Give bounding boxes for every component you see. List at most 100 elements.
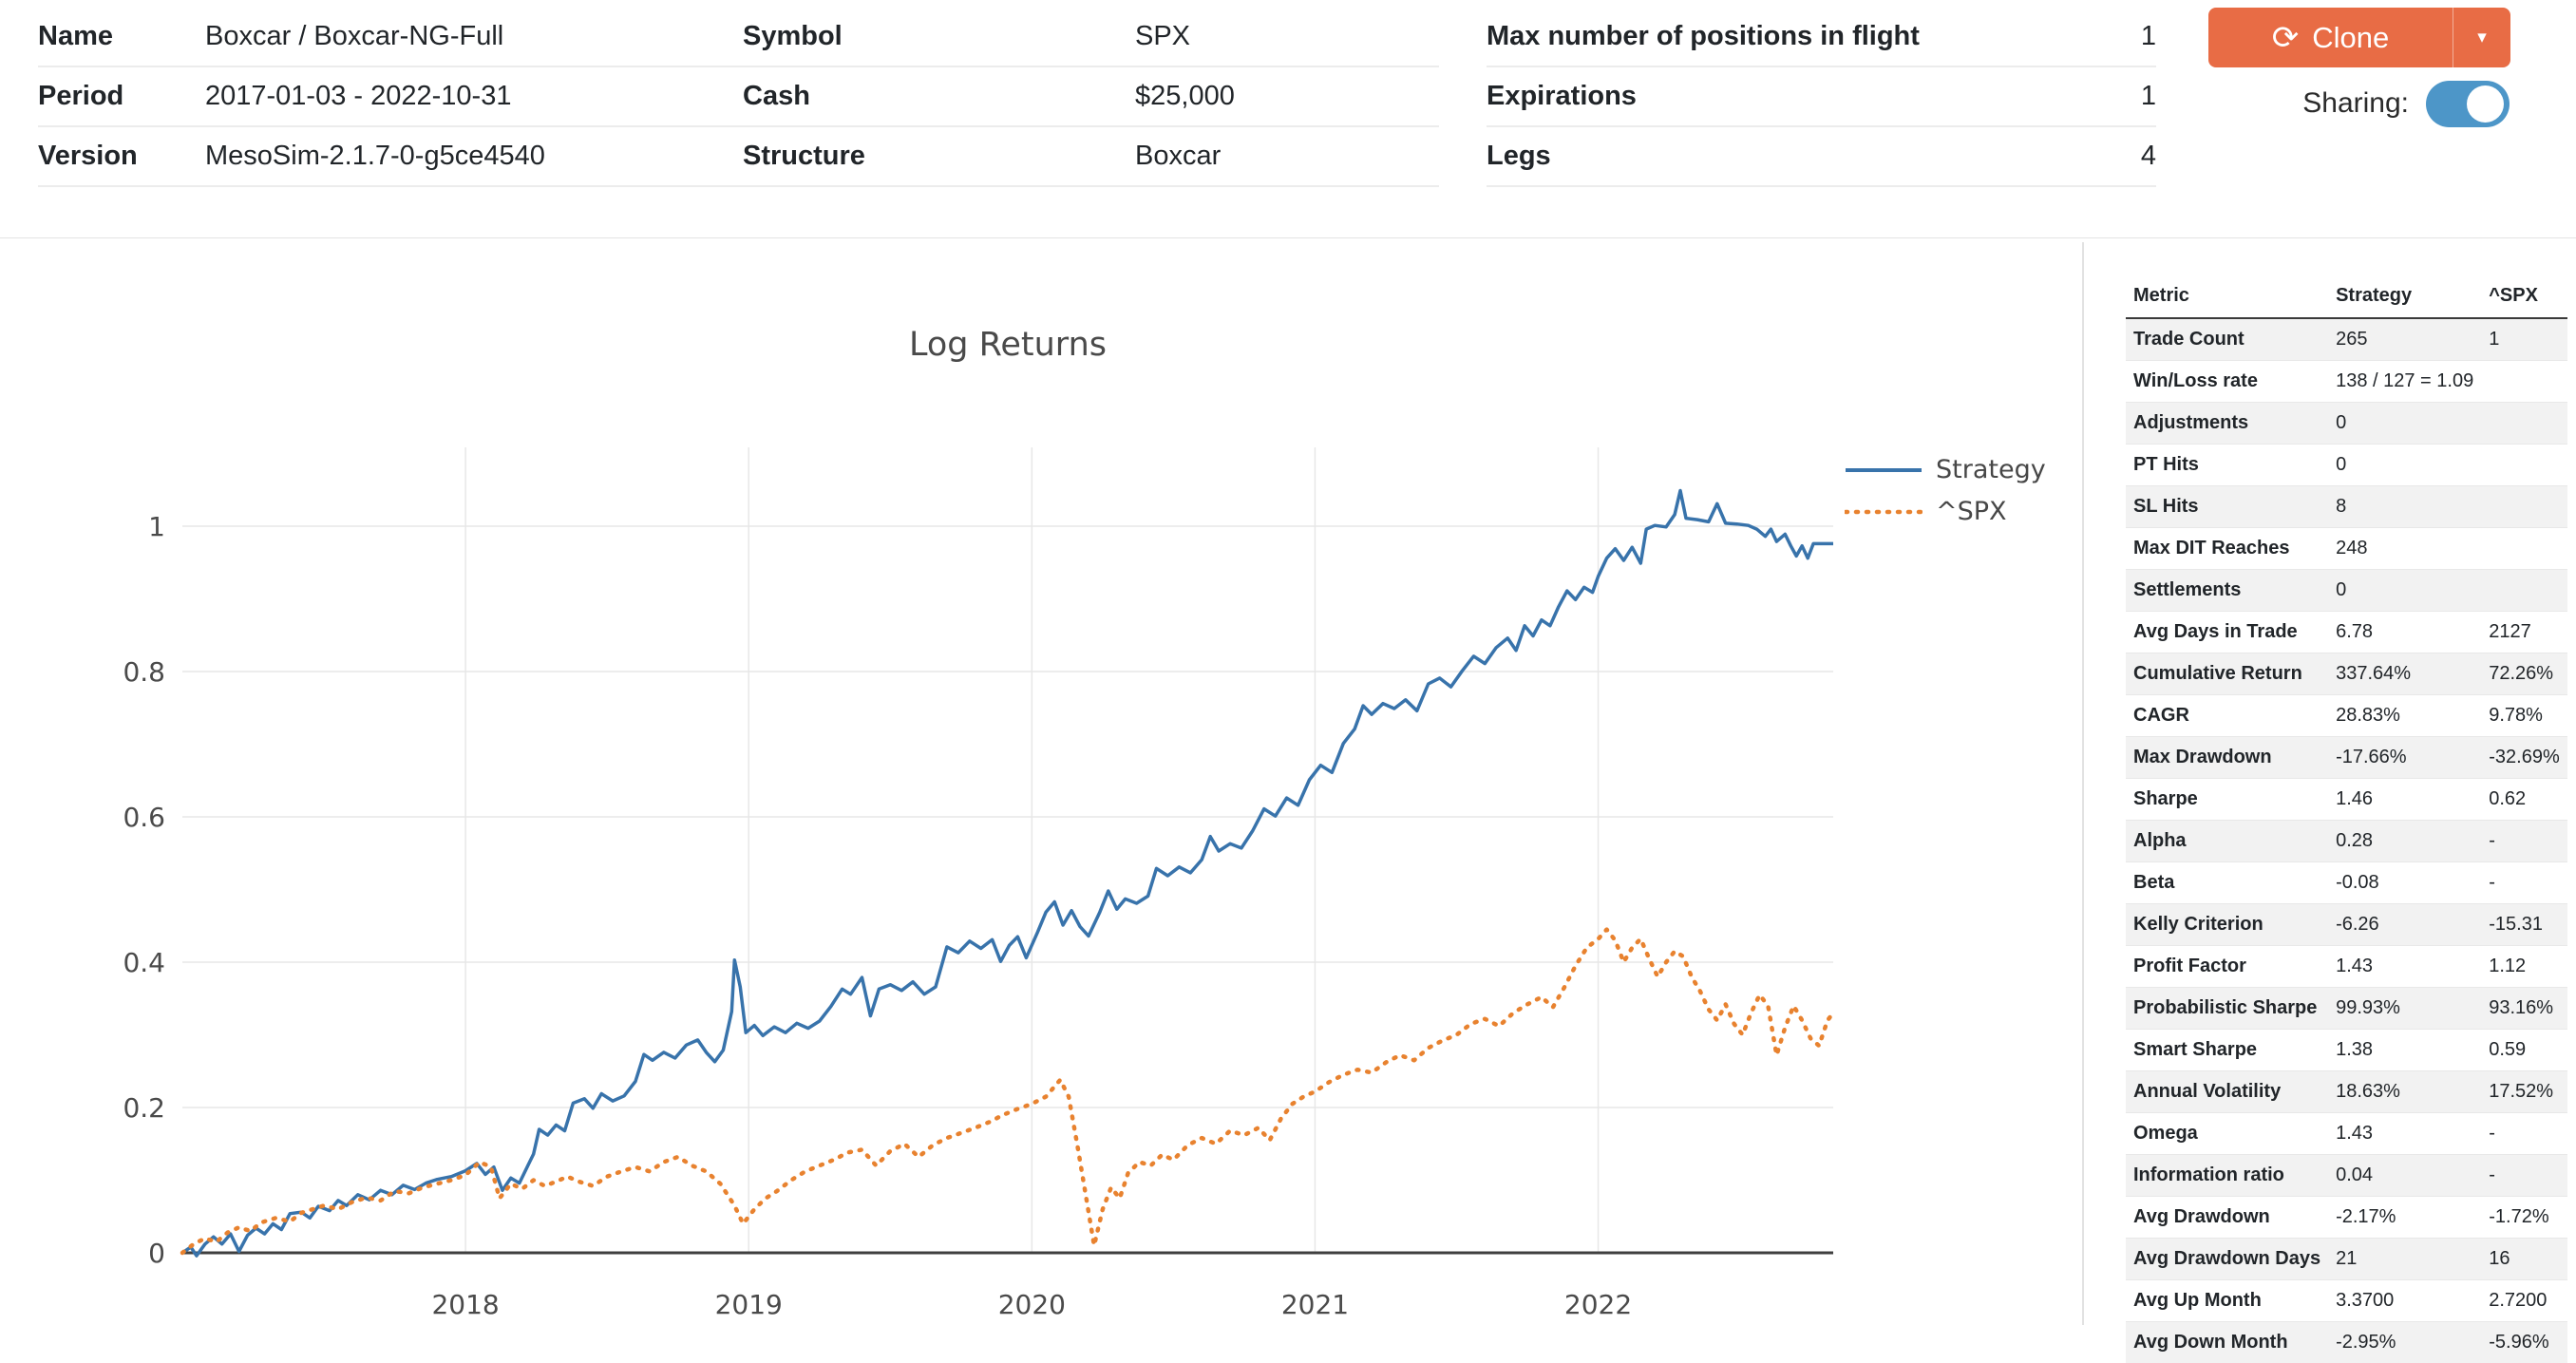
stats-cell: Adjustments xyxy=(2126,403,2328,445)
legend-label-spx: ^SPX xyxy=(1936,497,2007,526)
y-tick-label: 0.8 xyxy=(123,656,165,688)
stats-cell: Cumulative Return xyxy=(2126,653,2328,695)
stats-cell xyxy=(2481,486,2567,528)
y-tick-label: 0 xyxy=(148,1238,165,1269)
clone-button[interactable]: ⟳ Clone ▾ xyxy=(2208,8,2510,67)
stats-cell: 0 xyxy=(2328,403,2481,445)
stats-cell: 0.04 xyxy=(2328,1155,2481,1197)
stats-cell: 138 / 127 = 1.09 xyxy=(2328,361,2481,403)
stats-cell: 1.46 xyxy=(2328,779,2481,821)
stats-cell: Avg Drawdown xyxy=(2126,1197,2328,1239)
y-tick-label: 1 xyxy=(148,511,165,542)
stats-cell: 265 xyxy=(2328,318,2481,361)
stats-cell xyxy=(2481,403,2567,445)
x-tick-label: 2018 xyxy=(431,1289,499,1320)
stats-cell: 93.16% xyxy=(2481,988,2567,1030)
stats-cell: -6.26 xyxy=(2328,904,2481,946)
sharing-toggle[interactable] xyxy=(2426,81,2510,127)
divider xyxy=(2082,242,2084,1325)
stats-cell: Alpha xyxy=(2126,821,2328,862)
clone-dropdown-caret-icon[interactable]: ▾ xyxy=(2453,8,2510,67)
stats-cell: Sharpe xyxy=(2126,779,2328,821)
stats-cell: Annual Volatility xyxy=(2126,1071,2328,1113)
stats-cell xyxy=(2481,570,2567,612)
stats-cell: Win/Loss rate xyxy=(2126,361,2328,403)
stats-cell: -32.69% xyxy=(2481,737,2567,779)
stats-cell: 16 xyxy=(2481,1239,2567,1280)
stats-cell: SL Hits xyxy=(2126,486,2328,528)
clone-refresh-icon: ⟳ xyxy=(2272,22,2300,54)
stats-cell: 0.59 xyxy=(2481,1030,2567,1071)
stats-cell: 9.78% xyxy=(2481,695,2567,737)
sharing-toggle-knob xyxy=(2467,85,2504,123)
stats-cell: - xyxy=(2481,821,2567,862)
stats-cell: Profit Factor xyxy=(2126,946,2328,988)
stats-cell: Max DIT Reaches xyxy=(2126,528,2328,570)
legend-swatch-spx xyxy=(1845,507,1923,517)
stats-cell: Avg Days in Trade xyxy=(2126,612,2328,653)
stats-cell: Avg Up Month xyxy=(2126,1280,2328,1322)
stats-cell: Max Drawdown xyxy=(2126,737,2328,779)
stats-cell: Settlements xyxy=(2126,570,2328,612)
field-value: 1 xyxy=(2141,67,2156,125)
y-tick-label: 0.2 xyxy=(123,1092,165,1124)
stats-cell: 1 xyxy=(2481,318,2567,361)
field-label: Structure xyxy=(743,127,1135,185)
stats-cell: 248 xyxy=(2328,528,2481,570)
clone-button-label: Clone xyxy=(2312,21,2389,55)
stats-cell: PT Hits xyxy=(2126,445,2328,486)
stats-table-row: Max Drawdown-17.66%-32.69% xyxy=(2126,737,2567,779)
stats-table-row: Avg Down Month-2.95%-5.96% xyxy=(2126,1322,2567,1363)
stats-cell: 18.63% xyxy=(2328,1071,2481,1113)
y-tick-label: 0.6 xyxy=(123,802,165,833)
clone-button-main[interactable]: ⟳ Clone xyxy=(2208,8,2453,67)
stats-cell: 8 xyxy=(2328,486,2481,528)
stats-cell: -2.17% xyxy=(2328,1197,2481,1239)
stats-cell: 337.64% xyxy=(2328,653,2481,695)
stats-cell: Trade Count xyxy=(2126,318,2328,361)
stats-cell: Kelly Criterion xyxy=(2126,904,2328,946)
stats-col-header: Metric xyxy=(2126,274,2328,318)
legend-label-strategy: Strategy xyxy=(1936,455,2046,484)
stats-cell: 6.78 xyxy=(2328,612,2481,653)
legend-item-strategy[interactable]: Strategy xyxy=(1845,455,2046,484)
stats-cell: 72.26% xyxy=(2481,653,2567,695)
legend-item-spx[interactable]: ^SPX xyxy=(1845,497,2046,526)
stats-cell: Avg Drawdown Days xyxy=(2126,1239,2328,1280)
stats-cell: 1.12 xyxy=(2481,946,2567,988)
stats-cell: -5.96% xyxy=(2481,1322,2567,1363)
stats-cell: Information ratio xyxy=(2126,1155,2328,1197)
stats-cell: - xyxy=(2481,1155,2567,1197)
field-label: Version xyxy=(38,127,205,185)
stats-cell xyxy=(2481,361,2567,403)
field-label: Symbol xyxy=(743,8,1135,66)
x-tick-label: 2021 xyxy=(1281,1289,1349,1320)
stats-cell: -0.08 xyxy=(2328,862,2481,904)
stats-cell xyxy=(2481,445,2567,486)
sharing-control: Sharing: xyxy=(2175,80,2510,127)
stats-cell: - xyxy=(2481,862,2567,904)
